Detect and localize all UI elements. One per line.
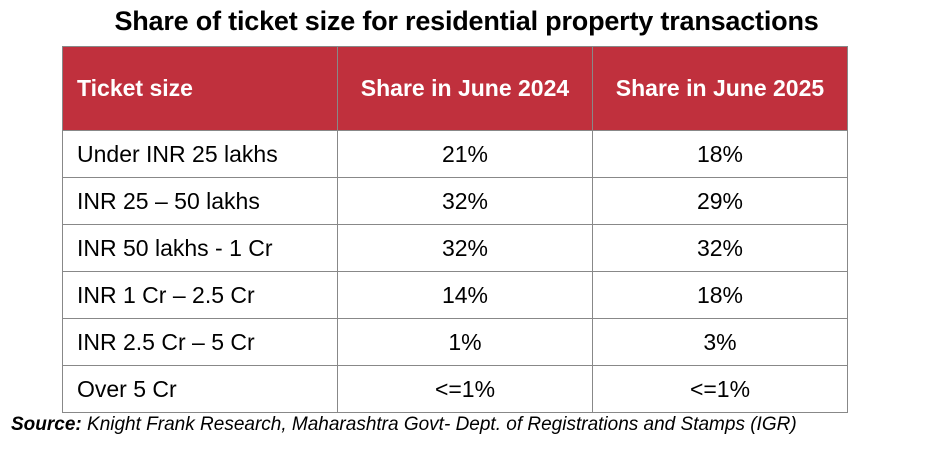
share-2025-cell: <=1% [592,365,848,413]
source-note: Source: Knight Frank Research, Maharasht… [11,414,797,436]
share-2025-cell: 18% [592,130,848,178]
share-2025-cell: 18% [592,271,848,319]
ticket-size-cell: Under INR 25 lakhs [62,130,338,178]
share-2024-cell: 1% [337,318,593,366]
ticket-size-cell: INR 1 Cr – 2.5 Cr [62,271,338,319]
share-2025-cell: 3% [592,318,848,366]
share-2024-cell: 32% [337,177,593,225]
ticket-size-cell: INR 25 – 50 lakhs [62,177,338,225]
table-row: Over 5 Cr <=1% <=1% [62,365,848,413]
share-2024-cell: 21% [337,130,593,178]
header-june-2024: Share in June 2024 [337,46,593,131]
source-label: Source: [11,414,82,435]
ticket-size-cell: Over 5 Cr [62,365,338,413]
table-row: INR 25 – 50 lakhs 32% 29% [62,177,848,225]
table-row: INR 2.5 Cr – 5 Cr 1% 3% [62,318,848,366]
share-2025-cell: 32% [592,224,848,272]
source-text: Knight Frank Research, Maharashtra Govt-… [81,414,797,435]
header-june-2025: Share in June 2025 [592,46,848,131]
table-row: INR 1 Cr – 2.5 Cr 14% 18% [62,271,848,319]
chart-title: Share of ticket size for residential pro… [114,6,819,36]
header-row: Ticket size Share in June 2024 Share in … [62,46,848,131]
share-2024-cell: 32% [337,224,593,272]
share-2024-cell: <=1% [337,365,593,413]
ticket-size-cell: INR 50 lakhs - 1 Cr [62,224,338,272]
share-2024-cell: 14% [337,271,593,319]
ticket-size-cell: INR 2.5 Cr – 5 Cr [62,318,338,366]
header-ticket-size: Ticket size [62,46,338,131]
ticket-size-table: Ticket size Share in June 2024 Share in … [62,46,848,413]
table-row: INR 50 lakhs - 1 Cr 32% 32% [62,224,848,272]
table-row: Under INR 25 lakhs 21% 18% [62,130,848,178]
share-2025-cell: 29% [592,177,848,225]
